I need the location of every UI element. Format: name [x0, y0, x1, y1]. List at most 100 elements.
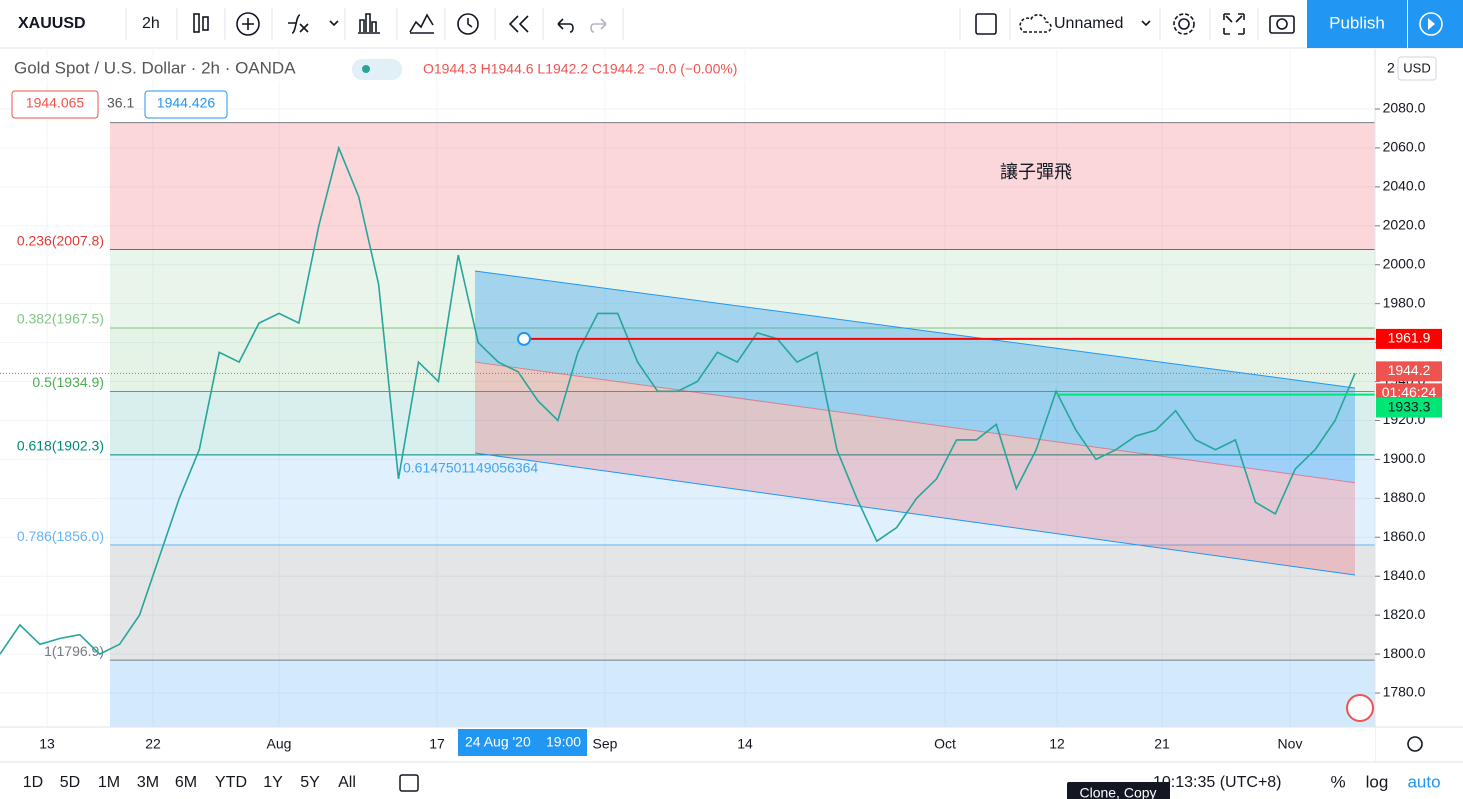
- price-tick-label: 2060.0: [1383, 139, 1426, 155]
- fib-label: 0.236(2007.8): [17, 232, 104, 248]
- range-button[interactable]: 5Y: [300, 774, 320, 791]
- bid: 1944.065: [26, 95, 85, 111]
- ohlc: O1944.3 H1944.6 L1942.2 C1944.2 −0.0 (−0…: [423, 61, 737, 77]
- redo-icon[interactable]: [590, 18, 607, 33]
- ask-box: [144, 90, 228, 119]
- tooltip: Clone, Copy: [1079, 785, 1156, 799]
- fib-zone: [110, 545, 1375, 661]
- legend-bg: [8, 55, 798, 83]
- price-tick-label: 1980.0: [1383, 294, 1426, 310]
- fullscreen-icon[interactable]: [1223, 13, 1245, 35]
- price-tick-label: 1900.0: [1383, 450, 1426, 466]
- fib-label: 0.618(1902.3): [17, 438, 104, 454]
- range-button[interactable]: 1M: [98, 774, 120, 791]
- range-button[interactable]: 5D: [60, 774, 80, 791]
- price-tag: [1376, 361, 1442, 382]
- time-axis: [0, 727, 1375, 762]
- indicator-pill: [352, 59, 402, 80]
- price-tag-label: 1933.3: [1388, 398, 1431, 414]
- select-icon[interactable]: [975, 13, 997, 35]
- price-tick-label: 2080.0: [1383, 100, 1426, 116]
- time-label: Nov: [1278, 736, 1303, 752]
- price-top-cut: 2: [1387, 60, 1395, 76]
- templates-icon[interactable]: [358, 13, 380, 34]
- fib-label: 1(1796.9): [44, 643, 104, 659]
- chevron: [329, 20, 339, 27]
- spread: 36.1: [107, 95, 134, 111]
- channel-upper-fill: [475, 270, 1355, 483]
- range-button[interactable]: YTD: [215, 774, 247, 791]
- chevron: [1141, 20, 1151, 27]
- camera-icon[interactable]: [1269, 15, 1295, 34]
- cursor-date-box: [458, 729, 587, 756]
- cursor-time: 19:00: [546, 734, 581, 750]
- fx-icon[interactable]: [288, 14, 309, 34]
- play-icon: [1419, 12, 1443, 36]
- play-triangle: [1428, 18, 1435, 30]
- indicator-add-icon[interactable]: [236, 12, 260, 36]
- fib-label: 0.382(1967.5): [17, 311, 104, 327]
- range-button[interactable]: 3M: [137, 774, 159, 791]
- legend-title: Gold Spot / U.S. Dollar · 2h · OANDA: [14, 58, 296, 77]
- fib-zone: [110, 660, 1375, 727]
- alert-icon[interactable]: [457, 13, 479, 35]
- price-tick-label: 1820.0: [1383, 606, 1426, 622]
- price-tick-label: 1800.0: [1383, 645, 1426, 661]
- log-toggle[interactable]: log: [1366, 772, 1389, 791]
- price-line: [0, 145, 1356, 656]
- range-button[interactable]: 6M: [175, 774, 197, 791]
- fib-label: 0.786(1856.0): [17, 528, 104, 544]
- percent-toggle[interactable]: %: [1330, 772, 1345, 791]
- fib-zone: [110, 454, 1375, 546]
- replay-icon[interactable]: [508, 15, 529, 33]
- interval[interactable]: 2h: [142, 15, 160, 32]
- symbol[interactable]: XAUUSD: [18, 15, 86, 32]
- auto-toggle[interactable]: auto: [1407, 772, 1440, 791]
- channel-lower-fill: [475, 362, 1355, 576]
- range-button[interactable]: All: [338, 774, 356, 791]
- status-dot: [362, 65, 370, 73]
- plus: [242, 18, 254, 30]
- fib-zone: [110, 391, 1375, 455]
- price-tag-label: 1944.2: [1388, 362, 1431, 378]
- time-label: 22: [145, 736, 161, 752]
- price-tag-label: 1961.9: [1388, 330, 1431, 346]
- time-label: Sep: [593, 736, 618, 752]
- publish-menu[interactable]: [1408, 0, 1463, 48]
- price-tick-label: 2000.0: [1383, 255, 1426, 271]
- range-button[interactable]: 1Y: [263, 774, 283, 791]
- flag-icon: [1346, 694, 1374, 722]
- candles-icon[interactable]: [193, 13, 200, 33]
- price-tag: [1376, 328, 1442, 349]
- time-label: 12: [1049, 736, 1065, 752]
- bottom-bar: [0, 762, 1463, 799]
- note: 讓子彈飛: [1000, 162, 1072, 182]
- calendar-icon[interactable]: [399, 774, 419, 792]
- time-label: 13: [39, 736, 55, 752]
- time-label: Oct: [934, 736, 956, 752]
- undo-icon[interactable]: [557, 18, 574, 33]
- price-tick-label: 1860.0: [1383, 528, 1426, 544]
- clock-hand: [467, 18, 473, 28]
- layout-name[interactable]: Unnamed: [1054, 15, 1123, 32]
- channel-line: [474, 361, 1356, 484]
- settings-icon[interactable]: [1178, 18, 1190, 30]
- fib-label: 0.5(1934.9): [32, 374, 104, 390]
- price-tag-label: 01:46:24: [1382, 384, 1437, 400]
- settings-gear: [1407, 736, 1423, 752]
- bid-box: [11, 90, 99, 119]
- price-tick-label: 1840.0: [1383, 567, 1426, 583]
- time-label: 21: [1154, 736, 1170, 752]
- compare-icon[interactable]: [409, 13, 434, 34]
- publish-button[interactable]: [1307, 0, 1407, 48]
- publish-label[interactable]: Publish: [1329, 13, 1385, 32]
- toolbar: [0, 0, 1463, 48]
- currency-box: [1397, 56, 1437, 81]
- handle: [517, 331, 531, 346]
- gear: [1173, 13, 1195, 35]
- price-tag: [1376, 397, 1442, 418]
- channel-line: [474, 452, 1356, 576]
- range-button[interactable]: 1D: [23, 774, 43, 791]
- price-tick-label: 2040.0: [1383, 178, 1426, 194]
